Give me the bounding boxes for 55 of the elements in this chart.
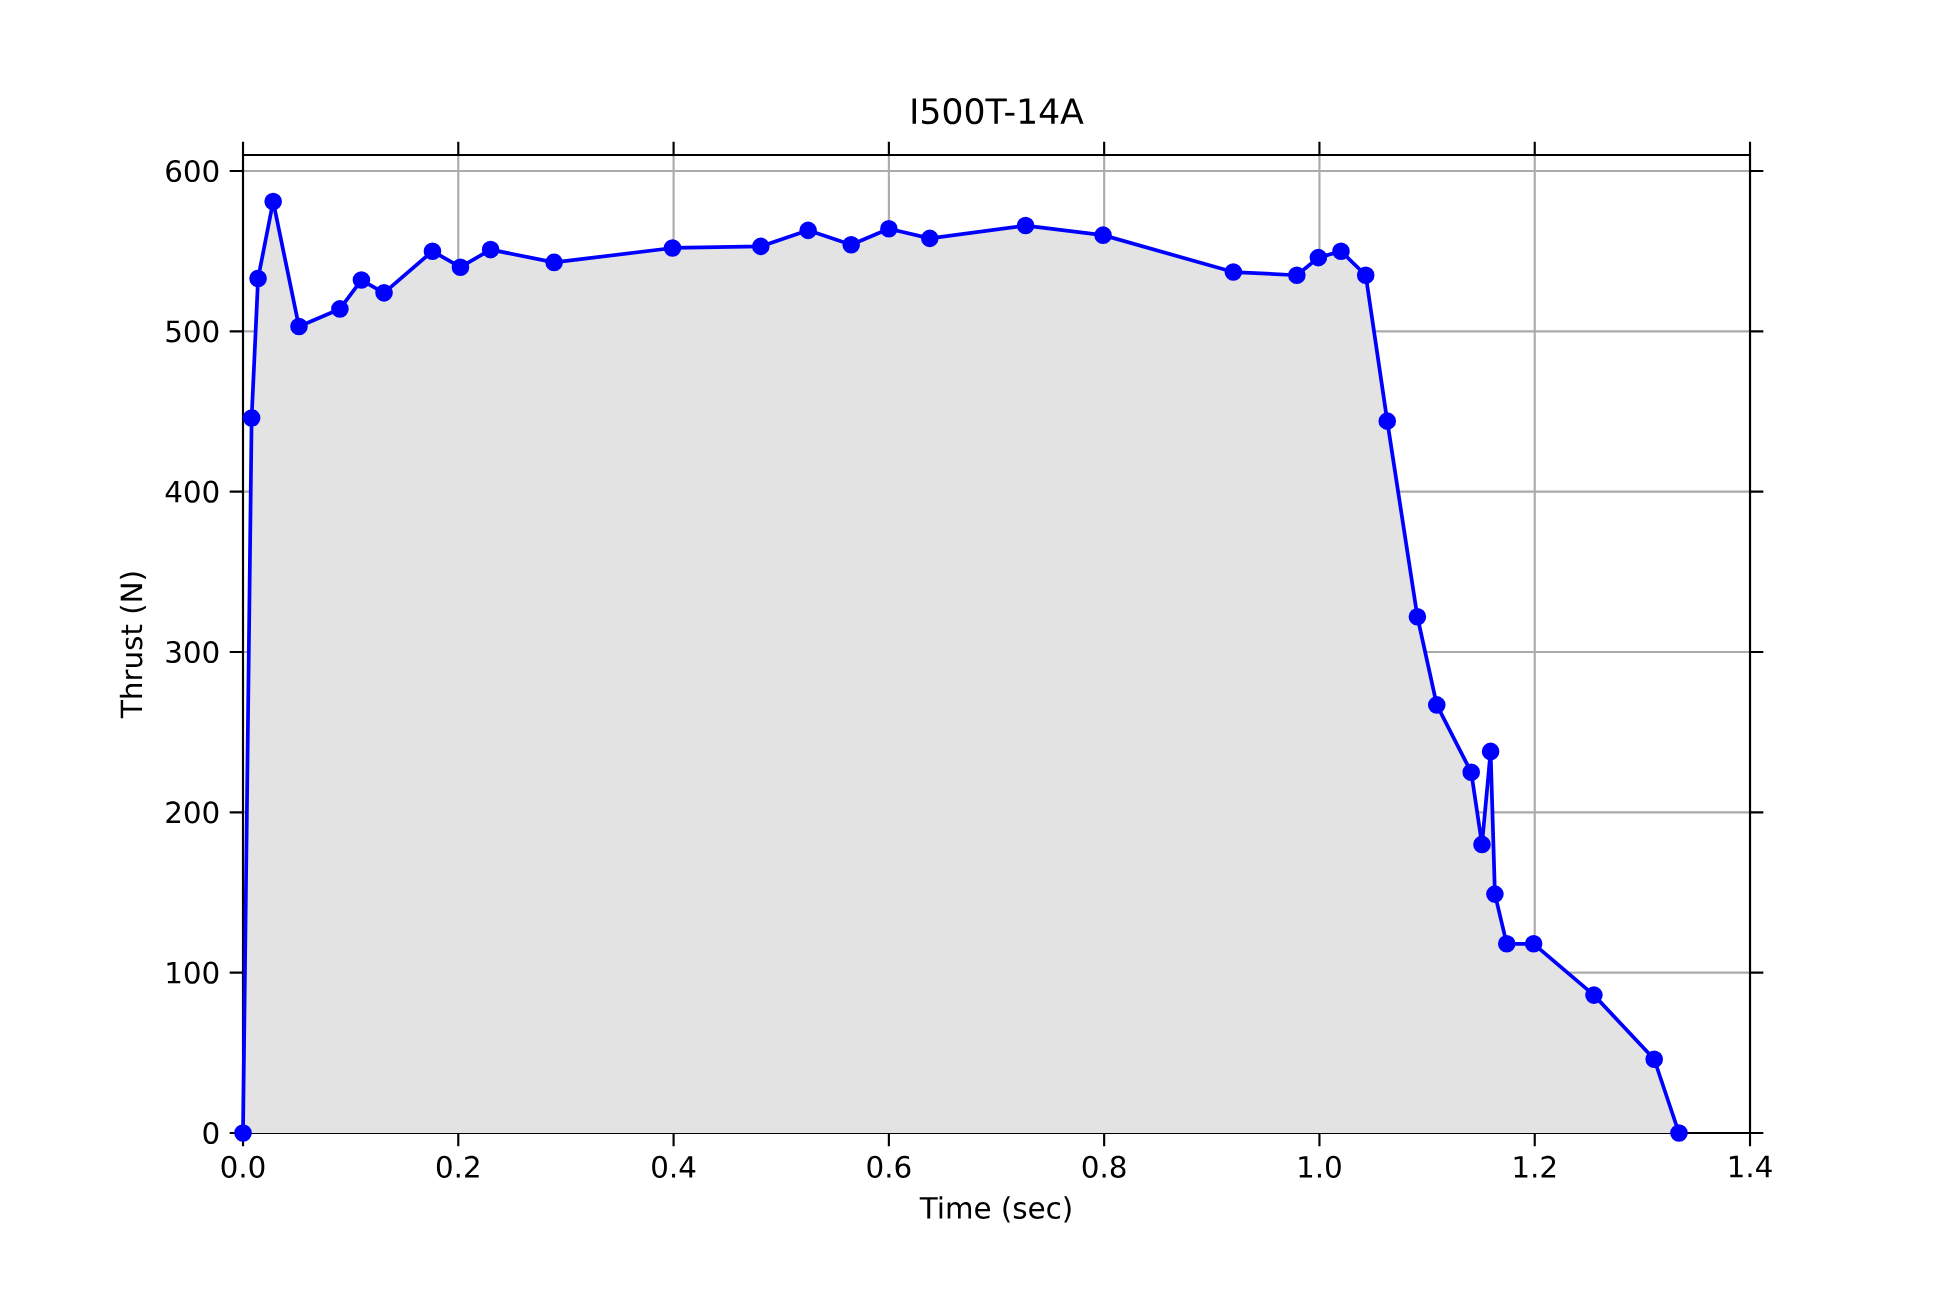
y-axis-title: Thrust (N) xyxy=(119,572,146,719)
x-tick-label: 1.2 xyxy=(1514,1155,1556,1178)
chart-title: I500T-14A xyxy=(912,98,1084,125)
point xyxy=(663,239,682,257)
point xyxy=(1486,885,1504,903)
point xyxy=(799,221,817,240)
y-tick-label: 600 xyxy=(166,159,219,183)
point xyxy=(1427,696,1446,714)
point xyxy=(1408,607,1427,626)
point xyxy=(1524,935,1543,953)
point xyxy=(920,229,939,248)
point xyxy=(1585,986,1603,1004)
point xyxy=(1670,1124,1688,1142)
point xyxy=(1016,216,1035,235)
point xyxy=(249,269,267,288)
y-tick-label: 200 xyxy=(166,801,219,824)
point xyxy=(1224,263,1243,281)
point xyxy=(1356,266,1375,285)
x-tick-label: 0.6 xyxy=(867,1155,911,1178)
x-axis-title: Time (sec) xyxy=(919,1196,1071,1223)
point xyxy=(481,240,500,259)
y-tick-label: 0 xyxy=(203,1121,219,1145)
x-tick-label: 1.0 xyxy=(1299,1155,1341,1178)
point xyxy=(290,317,308,336)
point xyxy=(1332,242,1350,260)
point xyxy=(1309,248,1328,267)
point xyxy=(331,300,349,318)
y-tick-label: 400 xyxy=(165,480,219,503)
point xyxy=(842,235,860,254)
point xyxy=(264,192,282,211)
y-tick-label: 300 xyxy=(166,640,219,664)
point xyxy=(1094,226,1112,244)
point xyxy=(1481,742,1500,761)
point xyxy=(423,242,442,260)
point xyxy=(880,219,898,238)
y-tick-label: 100 xyxy=(167,961,219,984)
x-tick-label: 0.8 xyxy=(1082,1155,1126,1178)
point xyxy=(234,1124,252,1142)
point xyxy=(451,258,470,277)
x-tick-label: 0.4 xyxy=(652,1155,696,1178)
point xyxy=(1497,935,1516,953)
point xyxy=(375,284,393,302)
x-tick-label: 0.2 xyxy=(436,1155,479,1178)
point xyxy=(751,237,770,256)
point xyxy=(1462,763,1481,782)
y-tick-label: 500 xyxy=(166,320,219,343)
point xyxy=(1645,1050,1664,1069)
point xyxy=(1473,835,1491,854)
x-tick-label: 0.0 xyxy=(221,1155,265,1178)
x-tick-label: 1.4 xyxy=(1729,1155,1772,1178)
point xyxy=(242,409,261,427)
point xyxy=(545,253,563,272)
point xyxy=(352,271,371,289)
point xyxy=(1378,412,1397,430)
point xyxy=(1288,266,1306,285)
